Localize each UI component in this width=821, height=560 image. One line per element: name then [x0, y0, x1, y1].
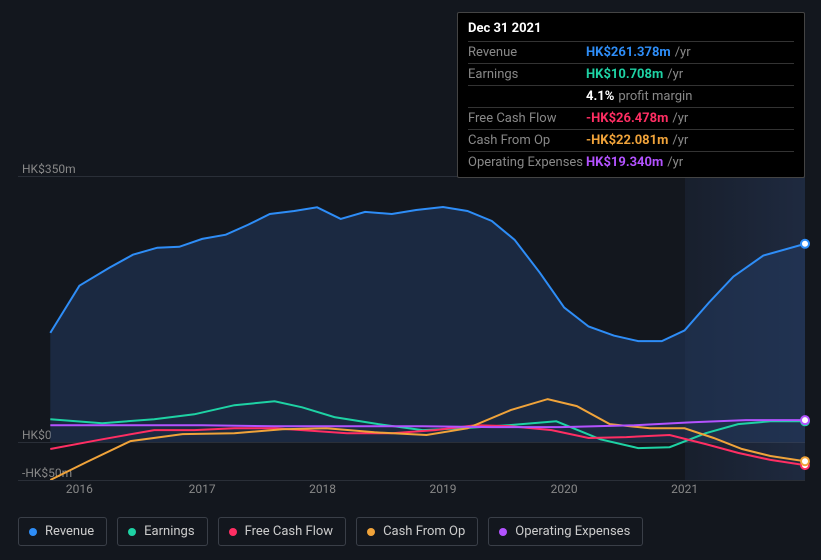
tooltip-row-value: -HK$22.081m	[586, 133, 668, 148]
ytick-label: HK$350m	[22, 162, 76, 176]
tooltip-row-value: -HK$26.478m	[586, 111, 668, 126]
tooltip-row-earnings: Earnings HK$10.708m/yr	[468, 63, 794, 85]
tooltip-row-unit: /yr	[667, 67, 683, 82]
tooltip-row-label: Cash From Op	[468, 133, 586, 148]
legend-label: Revenue	[45, 524, 94, 539]
legend-label: Operating Expenses	[515, 524, 630, 539]
tooltip-row-label: Revenue	[468, 45, 586, 60]
tooltip-date: Dec 31 2021	[468, 19, 794, 41]
legend-dot-icon	[499, 528, 507, 536]
tooltip-row-unit: /yr	[675, 45, 691, 60]
legend-item-earnings[interactable]: Earnings	[117, 517, 207, 546]
tooltip-row-unit: /yr	[672, 111, 688, 126]
x-tick: 2018	[309, 482, 336, 496]
legend-item-opex[interactable]: Operating Expenses	[488, 517, 643, 546]
x-tick: 2016	[66, 482, 93, 496]
legend: Revenue Earnings Free Cash Flow Cash Fro…	[18, 517, 805, 546]
tooltip-row-margin: . 4.1%profit margin	[468, 85, 794, 107]
legend-label: Free Cash Flow	[245, 524, 333, 539]
tooltip-row-unit: /yr	[672, 133, 688, 148]
tooltip-row-label: Operating Expenses	[468, 155, 586, 170]
x-tick: 2021	[671, 482, 698, 496]
legend-item-revenue[interactable]: Revenue	[18, 517, 107, 546]
tooltip-row-fcf: Free Cash Flow -HK$26.478m/yr	[468, 107, 794, 129]
tooltip-row-opex: Operating Expenses HK$19.340m/yr	[468, 151, 794, 173]
tooltip-row-value: HK$261.378m	[586, 45, 671, 60]
legend-dot-icon	[229, 528, 237, 536]
legend-dot-icon	[29, 528, 37, 536]
legend-label: Cash From Op	[383, 524, 465, 539]
legend-item-cfo[interactable]: Cash From Op	[356, 517, 478, 546]
legend-label: Earnings	[144, 524, 194, 539]
chart-tooltip: Dec 31 2021 Revenue HK$261.378m/yr Earni…	[457, 12, 805, 178]
x-tick: 2019	[429, 482, 456, 496]
tooltip-row-value: HK$19.340m	[586, 155, 663, 170]
legend-dot-icon	[367, 528, 375, 536]
legend-item-fcf[interactable]: Free Cash Flow	[218, 517, 346, 546]
tooltip-row-cfo: Cash From Op -HK$22.081m/yr	[468, 129, 794, 151]
tooltip-row-label: Free Cash Flow	[468, 111, 586, 126]
line-chart[interactable]	[18, 176, 805, 480]
tooltip-row-unit: profit margin	[618, 89, 692, 104]
markers-svg	[18, 176, 805, 480]
tooltip-row-value: 4.1%	[586, 89, 614, 104]
x-axis: 2016 2017 2018 2019 2020 2021	[18, 482, 805, 500]
tooltip-row-value: HK$10.708m	[586, 67, 663, 82]
tooltip-row-unit: /yr	[667, 155, 683, 170]
x-tick: 2020	[551, 482, 578, 496]
tooltip-row-label: Earnings	[468, 67, 586, 82]
tooltip-row-revenue: Revenue HK$261.378m/yr	[468, 41, 794, 63]
x-tick: 2017	[189, 482, 216, 496]
legend-dot-icon	[128, 528, 136, 536]
